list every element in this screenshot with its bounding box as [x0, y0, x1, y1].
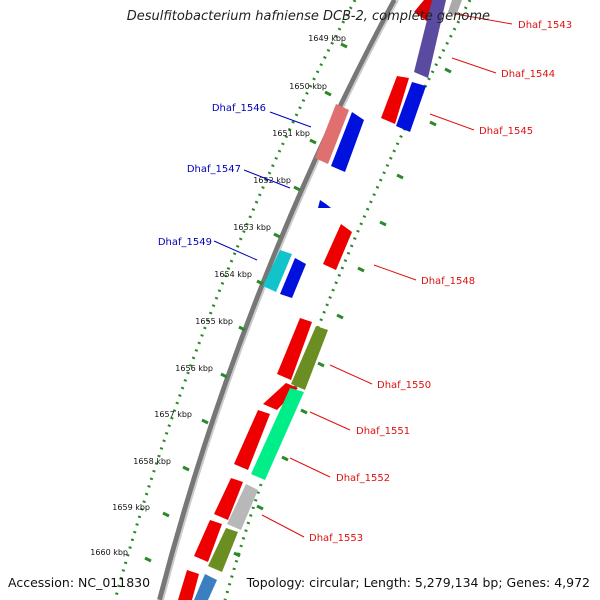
gene-label[interactable]: Dhaf_1549 — [158, 237, 212, 248]
gene-feature[interactable] — [381, 76, 409, 124]
forward-strand-features — [178, 0, 462, 600]
gene-label[interactable]: Dhaf_1543 — [518, 20, 572, 31]
gene-feature[interactable] — [178, 570, 199, 600]
gene-feature[interactable] — [414, 0, 446, 78]
gene-feature[interactable] — [291, 326, 328, 390]
gene-feature[interactable] — [323, 224, 352, 270]
tick-label: 1657 kbp — [154, 410, 192, 419]
accession-text: Accession: NC_011830 — [8, 575, 151, 590]
reverse-gene-labels: Dhaf_1546 Dhaf_1547 Dhaf_1549 — [158, 103, 266, 248]
gene-label[interactable]: Dhaf_1551 — [356, 426, 410, 437]
tick-label: 1660 kbp — [90, 548, 128, 557]
forward-gene-labels: Dhaf_1543 Dhaf_1544 Dhaf_1545 Dhaf_1548 … — [309, 20, 572, 544]
gene-feature[interactable] — [251, 388, 304, 480]
gene-label[interactable]: Dhaf_1553 — [309, 533, 363, 544]
gene-feature[interactable] — [214, 478, 243, 520]
gene-label[interactable]: Dhaf_1550 — [377, 380, 431, 391]
gene-feature[interactable] — [194, 520, 222, 562]
tick-label: 1658 kbp — [133, 457, 171, 466]
tick-label: 1651 kbp — [272, 129, 310, 138]
gene-feature[interactable] — [448, 0, 462, 16]
outer-major-ticks — [233, 67, 452, 558]
tick-label: 1656 kbp — [175, 364, 213, 373]
outer-tick-ring — [223, 0, 472, 600]
gene-label[interactable]: Dhaf_1546 — [212, 103, 266, 114]
tick-label: 1653 kbp — [233, 223, 271, 232]
gene-feature[interactable] — [277, 318, 312, 380]
inner-major-ticks — [144, 42, 348, 563]
genome-summary: Topology: circular; Length: 5,279,134 bp… — [246, 575, 590, 590]
leader-lines — [213, 13, 513, 538]
genome-title: Desulfitobacterium hafniense DCB-2, comp… — [126, 9, 490, 24]
gene-feature[interactable] — [263, 250, 292, 292]
genome-backbone — [157, 0, 398, 600]
gene-feature[interactable] — [194, 574, 217, 600]
gene-label[interactable]: Dhaf_1552 — [336, 473, 390, 484]
gene-feature[interactable] — [280, 258, 306, 298]
gene-label[interactable]: Dhaf_1545 — [479, 126, 533, 137]
gene-feature[interactable] — [331, 112, 364, 172]
gene-label[interactable]: Dhaf_1547 — [187, 164, 241, 175]
gene-label[interactable]: Dhaf_1544 — [501, 69, 555, 80]
tick-label: 1649 kbp — [308, 34, 346, 43]
reverse-strand-features — [263, 104, 364, 298]
gene-feature[interactable] — [396, 82, 426, 132]
gene-feature[interactable] — [315, 104, 349, 164]
tick-label: 1654 kbp — [214, 270, 252, 279]
gene-feature[interactable] — [318, 200, 331, 208]
tick-label: 1650 kbp — [289, 82, 327, 91]
tick-label: 1655 kbp — [195, 317, 233, 326]
gene-label[interactable]: Dhaf_1548 — [421, 276, 475, 287]
tick-label: 1659 kbp — [112, 503, 150, 512]
gene-feature[interactable] — [234, 410, 270, 470]
genome-backbone-highlight — [162, 0, 399, 600]
gene-feature[interactable] — [227, 484, 258, 530]
gene-feature[interactable] — [208, 528, 238, 572]
